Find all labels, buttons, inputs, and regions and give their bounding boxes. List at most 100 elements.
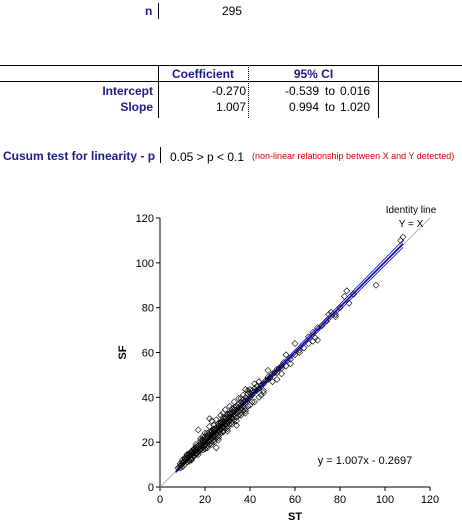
data-point: [239, 396, 247, 403]
x-tick-label: 40: [244, 494, 256, 506]
x-tick-label: 100: [376, 494, 394, 506]
data-point: [345, 299, 353, 307]
data-point: [197, 435, 204, 443]
data-point: [264, 373, 272, 381]
data-point: [215, 419, 222, 427]
data-point: [273, 375, 281, 383]
data-point: [230, 398, 238, 406]
data-point: [244, 390, 252, 398]
data-point: [251, 388, 258, 396]
intercept-ci-high: 0.016: [340, 84, 371, 98]
data-point: [179, 456, 186, 464]
data-point: [332, 310, 339, 318]
data-point: [221, 415, 229, 423]
data-point: [217, 429, 225, 437]
data-point: [253, 387, 261, 395]
data-point: [246, 389, 254, 397]
data-point: [233, 417, 240, 425]
data-point: [242, 405, 249, 412]
table-divider-left: [158, 65, 159, 118]
data-point: [217, 418, 225, 426]
data-point: [185, 457, 193, 465]
x-tick-label: 120: [421, 494, 439, 506]
intercept-coef: -0.270: [211, 84, 246, 98]
data-point: [237, 409, 245, 417]
data-point: [210, 421, 218, 429]
data-point: [251, 384, 258, 392]
data-point: [291, 340, 299, 347]
data-point: [246, 392, 254, 400]
data-point: [194, 442, 202, 449]
data-point: [296, 346, 303, 354]
data-point: [305, 340, 312, 347]
data-point: [228, 408, 236, 416]
data-point: [219, 427, 227, 435]
data-point: [219, 414, 227, 421]
y-axis-label: SF: [117, 345, 129, 359]
table-divider-dotted: [248, 65, 249, 118]
data-point: [230, 416, 238, 424]
intercept-ci-to: to: [324, 84, 335, 98]
n-label: n: [145, 4, 153, 18]
data-point: [242, 386, 249, 393]
data-point: [251, 380, 258, 388]
data-point: [206, 415, 213, 423]
intercept-ci-low: -0.539: [284, 84, 319, 98]
data-point: [224, 427, 231, 435]
data-point: [244, 402, 252, 410]
slope-ci-to: to: [324, 100, 335, 114]
data-point: [181, 454, 189, 462]
data-point: [239, 407, 247, 415]
data-point: [282, 351, 290, 359]
data-point: [199, 437, 207, 445]
cusum-value: 0.05 > p < 0.1: [170, 150, 245, 164]
data-point: [237, 411, 245, 419]
data-point: [217, 411, 225, 419]
data-point: [253, 382, 261, 390]
data-point: [194, 426, 202, 434]
data-point: [282, 362, 290, 370]
y-tick-label: 0: [148, 482, 154, 494]
data-point: [314, 324, 321, 332]
data-point: [215, 436, 222, 444]
data-point: [309, 328, 317, 336]
data-point: [235, 400, 243, 408]
data-point: [291, 351, 299, 359]
data-point: [226, 410, 234, 418]
data-point: [311, 334, 319, 342]
data-point: [336, 304, 344, 312]
data-point: [217, 419, 225, 427]
data-point: [275, 364, 283, 372]
data-point: [219, 409, 227, 417]
data-point: [264, 367, 272, 374]
identity-label-line2: Y = X: [399, 219, 424, 230]
data-point: [208, 427, 216, 435]
data-point: [260, 389, 267, 397]
x-tick-label: 80: [334, 494, 346, 506]
data-point: [239, 399, 247, 407]
data-point: [233, 421, 240, 429]
data-point: [199, 446, 207, 454]
data-point: [221, 406, 229, 414]
data-point: [228, 418, 236, 426]
data-point: [235, 411, 243, 419]
x-tick-label: 0: [157, 494, 163, 506]
y-tick-label: 80: [142, 303, 154, 315]
data-point: [246, 386, 254, 393]
data-point: [192, 444, 200, 452]
data-point: [251, 398, 258, 406]
data-point: [208, 438, 216, 446]
y-tick-label: 120: [136, 213, 154, 225]
data-point: [233, 414, 240, 421]
cusum-divider: [160, 147, 161, 163]
data-point: [210, 426, 218, 434]
y-tick-label: 60: [142, 348, 154, 360]
identity-label-line1: Identity line: [386, 205, 437, 216]
data-point: [199, 444, 207, 452]
data-point: [192, 443, 200, 451]
data-point: [185, 449, 193, 457]
data-point: [237, 401, 245, 409]
table-header-rule: [0, 81, 462, 82]
data-point: [226, 420, 234, 428]
data-point: [188, 455, 195, 463]
